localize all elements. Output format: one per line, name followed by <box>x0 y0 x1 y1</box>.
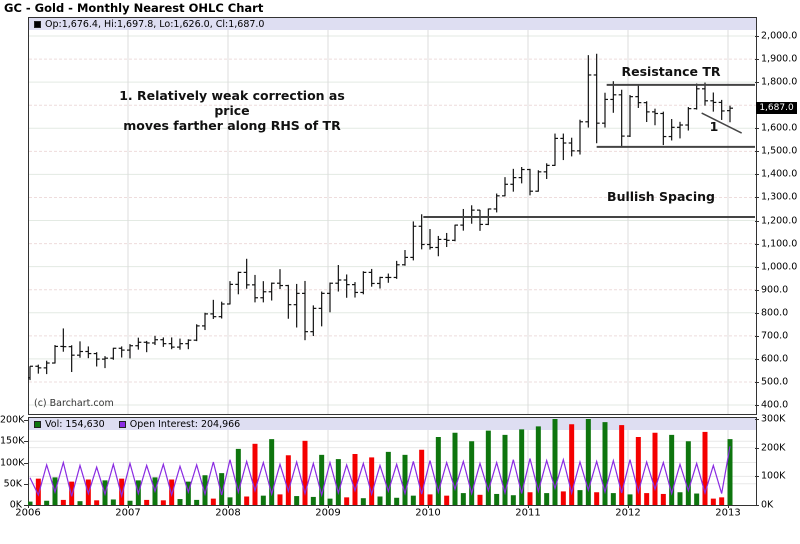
annotation-resistance: Resistance TR <box>621 64 721 79</box>
ohlc-legend-swatch-icon <box>34 20 41 28</box>
axis-tick-label: 200K <box>761 442 786 454</box>
axis-tick-label: 900.0 <box>761 284 789 296</box>
price-chart-frame <box>28 17 757 415</box>
axis-tick-label: 2012 <box>615 507 641 519</box>
axis-tick-label: 50K <box>3 478 22 490</box>
annotation-note-line2: moves farther along RHS of TR <box>123 118 341 133</box>
axis-tick-label: 1,200.0 <box>761 215 798 226</box>
volume-header-strip: Vol: 154,630 Open Interest: 204,966 <box>29 418 756 430</box>
axis-tick-label: 2011 <box>515 507 541 519</box>
volume-readout: Vol: 154,630 <box>45 418 105 430</box>
axis-tick-label: 600.0 <box>761 353 789 365</box>
axis-tick-label: 2008 <box>215 507 241 519</box>
axis-tick-label: 2013 <box>715 507 741 519</box>
axis-tick-label: 2007 <box>115 507 141 519</box>
axis-tick-label: 1,300.0 <box>761 191 798 203</box>
price-header-strip: Op:1,676.4, Hi:1,697.8, Lo:1,626.0, Cl:1… <box>29 18 756 30</box>
axis-tick-label: 800.0 <box>761 307 789 319</box>
axis-tick-label: 1,900.0 <box>761 53 798 65</box>
axis-tick-label: 1,600.0 <box>761 122 798 134</box>
volume-legend-swatch-icon <box>34 420 41 428</box>
open-interest-readout: Open Interest: 204,966 <box>129 418 241 430</box>
axis-tick-label: 400.0 <box>761 399 789 411</box>
volume-plot <box>28 419 756 505</box>
axis-tick-label: 0K <box>761 499 774 511</box>
annotation-note-line1: 1. Relatively weak correction as price <box>119 88 345 118</box>
axis-tick-label: 2,000.0 <box>761 30 798 42</box>
axis-tick-label: 700.0 <box>761 330 789 342</box>
annotation-one: 1 <box>709 119 719 134</box>
axis-tick-label: 2010 <box>415 507 441 519</box>
axis-tick-label: 100K <box>0 457 25 468</box>
axis-tick-label: 1,400.0 <box>761 168 798 180</box>
axis-tick-label: 1,000.0 <box>761 261 798 273</box>
axis-tick-label: 0K <box>9 499 22 511</box>
axis-tick-label: 1,800.0 <box>761 76 798 88</box>
page-title: GC - Gold - Monthly Nearest OHLC Chart <box>4 1 264 15</box>
ohlc-readout: Op:1,676.4, Hi:1,697.8, Lo:1,626.0, Cl:1… <box>45 18 265 30</box>
axis-tick-label: 200K <box>0 414 25 426</box>
axis-tick-label: 1,100.0 <box>761 238 798 250</box>
volume-panel-frame <box>28 417 757 506</box>
axis-tick-label: 500.0 <box>761 376 789 388</box>
axis-tick-label: 1,500.0 <box>761 145 798 157</box>
price-plot <box>28 30 756 414</box>
annotation-note: 1. Relatively weak correction as price m… <box>106 88 358 133</box>
axis-tick-label: 2009 <box>315 507 341 519</box>
open-interest-legend-swatch-icon <box>118 420 126 428</box>
annotation-bullish-spacing: Bullish Spacing <box>607 189 715 204</box>
copyright-label: (c) Barchart.com <box>34 398 114 409</box>
axis-tick-label: 150K <box>0 435 25 447</box>
axis-tick-label: 100K <box>761 470 786 482</box>
axis-tick-label: 2006 <box>15 507 41 519</box>
current-price-tag: 1,687.0 <box>756 102 797 114</box>
axis-tick-label: 300K <box>761 413 786 425</box>
